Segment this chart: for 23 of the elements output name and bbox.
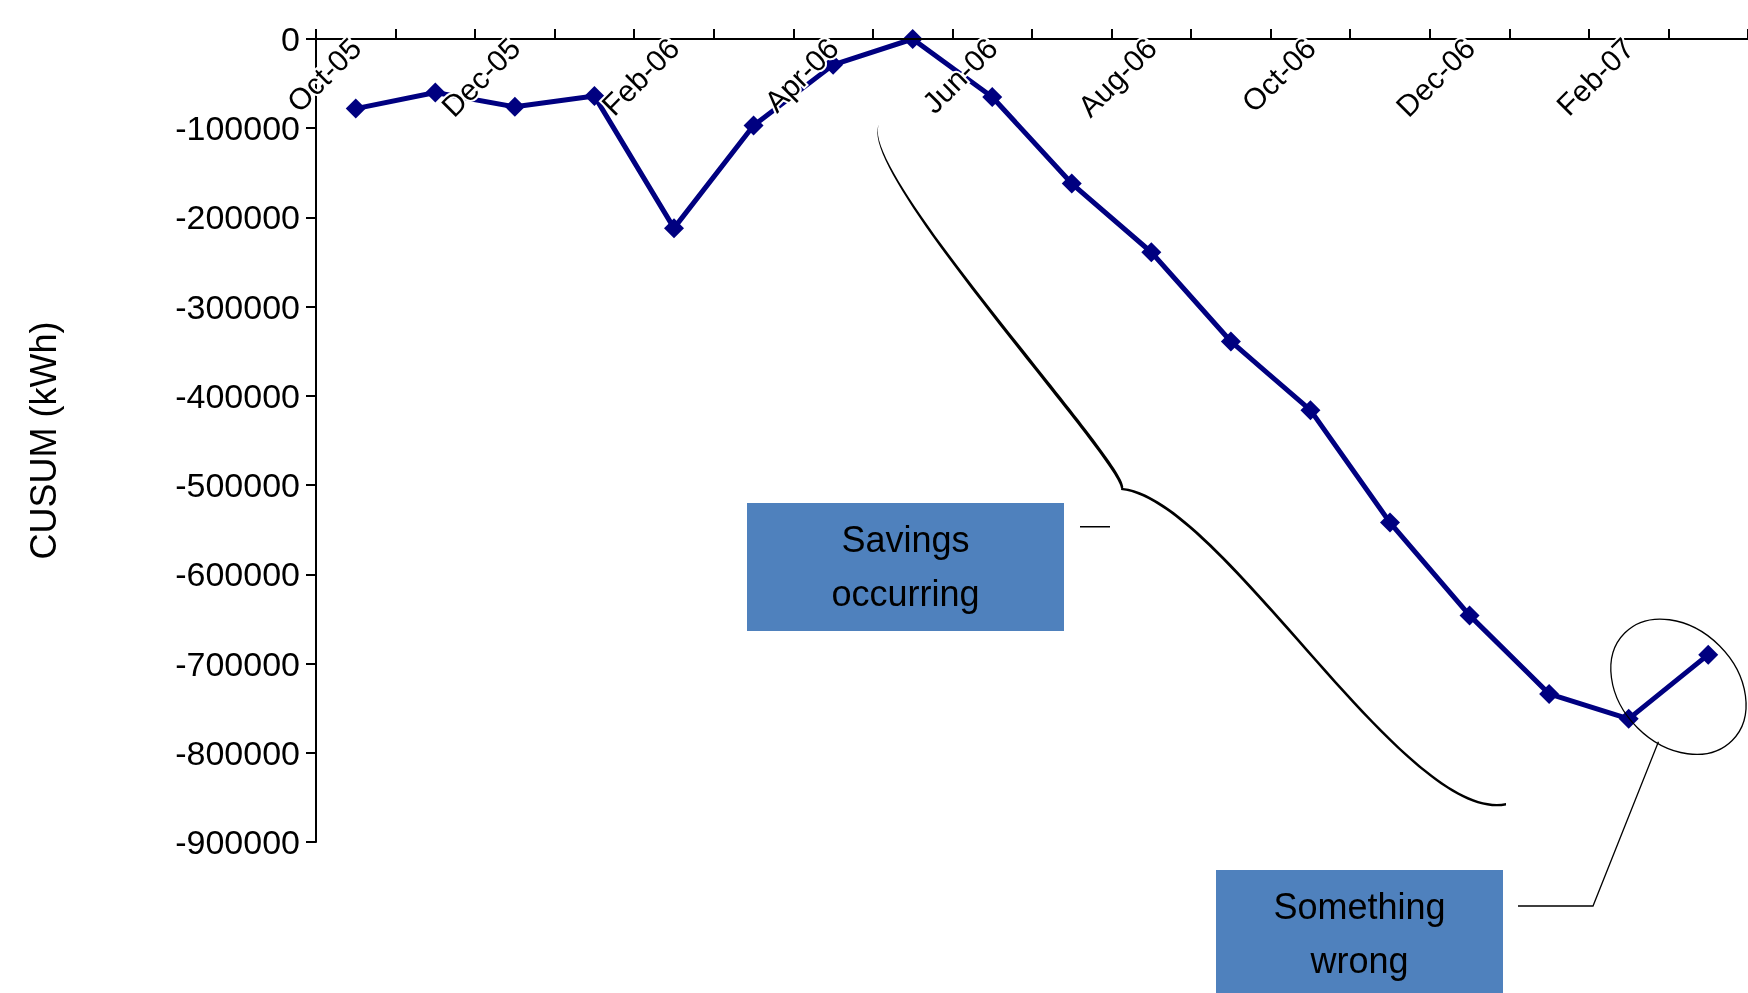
- point: [1459, 605, 1480, 626]
- point: [1618, 708, 1639, 729]
- y-tick-label: -900000: [175, 823, 300, 861]
- y-tick-label: -100000: [175, 109, 300, 148]
- y-tick-label: -400000: [175, 376, 300, 415]
- annotation: Savings occurring: [831, 519, 980, 614]
- y-tick-label: -500000: [175, 466, 300, 505]
- text: Something wrong: [1273, 886, 1446, 981]
- point: [1380, 512, 1400, 533]
- point: [1300, 400, 1321, 421]
- point: [1698, 644, 1719, 665]
- point: [1141, 242, 1162, 263]
- point: [1539, 683, 1560, 704]
- y-tick-label: -800000: [175, 733, 300, 772]
- point: [664, 218, 684, 239]
- y-tick-label: -300000: [175, 287, 300, 326]
- y-axis-title: CUSUM (kWh): [22, 321, 64, 560]
- y-tick-label: -200000: [175, 198, 300, 237]
- y-tick-label: -700000: [175, 644, 300, 683]
- point: [1061, 173, 1082, 194]
- point: [1220, 331, 1241, 352]
- point: [743, 115, 764, 136]
- y-tick-label: -600000: [175, 555, 300, 594]
